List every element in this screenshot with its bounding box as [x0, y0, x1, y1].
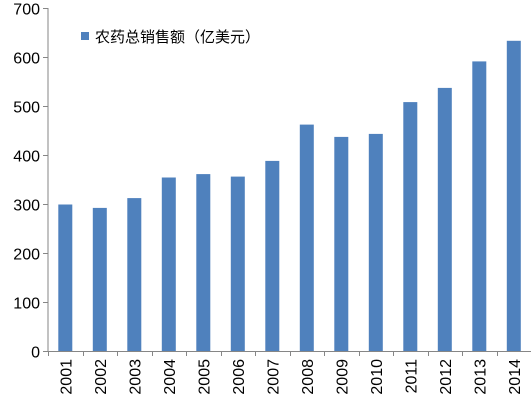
y-tick-label: 100 [13, 296, 40, 313]
bar-2004 [161, 177, 176, 351]
y-tick-label: 700 [13, 2, 40, 19]
bars [58, 40, 521, 352]
bar-2012 [437, 87, 452, 352]
legend-swatch [81, 32, 89, 40]
x-tick-label: 2008 [300, 359, 317, 395]
bar-2003 [127, 198, 142, 351]
bar-2002 [92, 207, 107, 351]
y-tick-label: 200 [13, 247, 40, 264]
x-tick-label: 2013 [472, 359, 489, 395]
x-tick-label: 2003 [127, 359, 144, 395]
x-tick-label: 2009 [334, 359, 351, 395]
x-axis: 2001 2002 2003 2004 2005 2006 2007 2008 2009 2010… [48, 351, 531, 395]
x-tick-label: 2002 [93, 359, 110, 395]
x-tick-label: 2012 [438, 359, 455, 395]
bar-2014 [506, 40, 521, 352]
y-tick-label: 600 [13, 51, 40, 68]
legend: 农药总销售额（亿美元） [81, 28, 260, 46]
bar-2011 [403, 102, 418, 351]
y-tick-label: 0 [31, 345, 40, 362]
bar-2001 [58, 204, 73, 351]
x-tick-label: 2014 [507, 359, 524, 395]
y-tick-label: 400 [13, 149, 40, 166]
bar-2008 [299, 124, 314, 351]
x-tick-label: 2004 [162, 359, 179, 395]
bar-2007 [265, 160, 280, 351]
bar-2006 [230, 176, 245, 351]
bar-2010 [368, 133, 383, 351]
y-tick-label: 300 [13, 198, 40, 215]
x-tick-label: 2005 [196, 359, 213, 395]
x-tick-label: 2007 [265, 359, 282, 395]
y-tick-label: 500 [13, 100, 40, 117]
x-tick-label: 2010 [369, 359, 386, 395]
bar-2005 [196, 174, 211, 351]
x-tick-label: 2001 [58, 359, 75, 395]
x-tick-label: 2011 [403, 359, 420, 394]
legend-label: 农药总销售额（亿美元） [95, 28, 260, 46]
bar-2009 [334, 136, 349, 351]
bar-2013 [472, 61, 487, 352]
x-tick-label: 2006 [231, 359, 248, 395]
y-axis: 0 100 200 300 400 500 600 700 [13, 2, 49, 362]
